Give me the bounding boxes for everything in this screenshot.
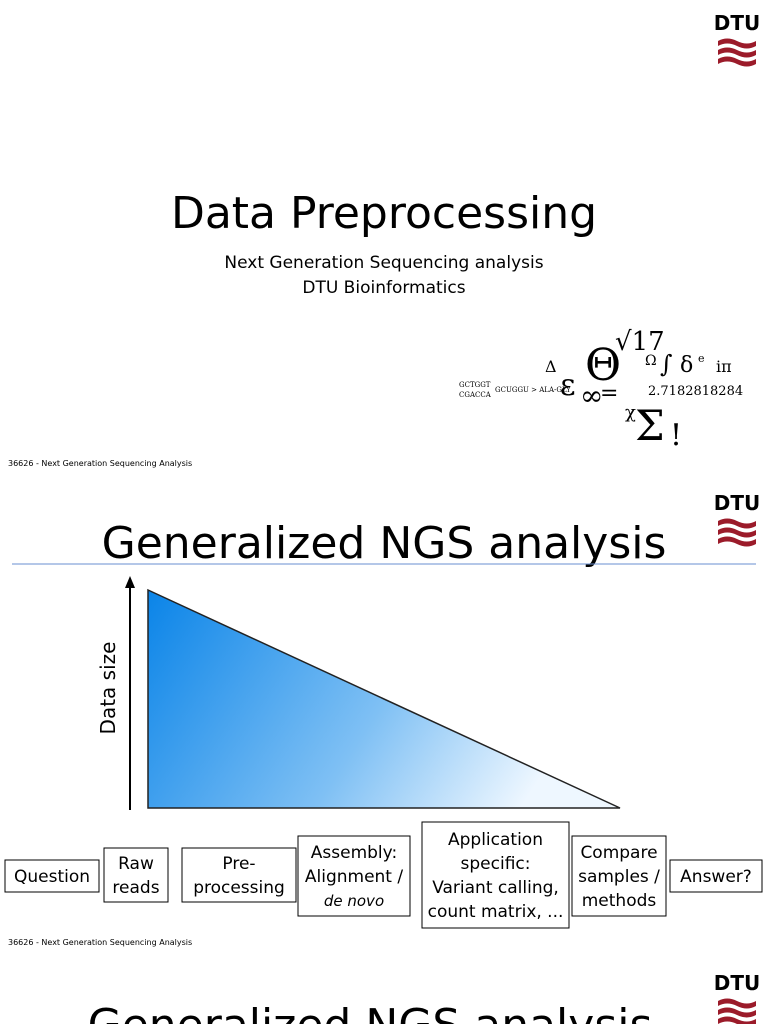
logo-text: DTU <box>714 971 760 995</box>
logo-mark <box>718 38 756 49</box>
art-symbol: Θ <box>585 340 621 391</box>
step-label: Alignment / <box>305 867 404 887</box>
logo-mark <box>718 998 756 1009</box>
step-box <box>421 821 570 929</box>
art-symbol: = <box>600 381 618 406</box>
art-symbol: ∫ <box>660 350 673 378</box>
slide-title: Generalized NGS analysis <box>88 1000 653 1024</box>
step-label: Pre- <box>222 854 255 874</box>
art-symbol: Σ <box>635 401 665 450</box>
art-symbol: GCTGGT <box>459 381 491 389</box>
step-box <box>571 835 667 917</box>
y-axis-arrow <box>125 576 135 588</box>
art-symbol: CGACCA <box>459 391 492 399</box>
step-label: Assembly: <box>311 843 397 863</box>
step-box <box>103 847 169 903</box>
step-box <box>181 847 297 903</box>
subtitle: DTU Bioinformatics <box>302 278 465 298</box>
art-symbol: ∞ <box>580 379 603 412</box>
step-label: Answer? <box>680 867 752 887</box>
art-symbol: δ <box>680 353 693 378</box>
logo-mark <box>718 1016 756 1024</box>
footer: 36626 - Next Generation Sequencing Analy… <box>8 938 192 947</box>
art-symbol: √17 <box>615 327 665 357</box>
art-symbol: ! <box>670 418 682 453</box>
footer: 36626 - Next Generation Sequencing Analy… <box>8 459 192 468</box>
art-symbol: Δ <box>545 357 557 376</box>
logo-text: DTU <box>714 491 760 515</box>
step-box <box>4 859 100 893</box>
art-symbol: 2.7182818284 <box>648 384 743 399</box>
step-label: Application <box>448 830 543 850</box>
art-symbol: e <box>698 352 705 365</box>
art-symbol: χ <box>625 402 636 423</box>
step-label: Variant calling, <box>432 878 559 898</box>
slide-title: Data Preprocessing <box>171 188 597 239</box>
y-axis-label: Data size <box>96 642 120 735</box>
logo-mark <box>718 518 756 529</box>
logo-text: DTU <box>714 11 760 35</box>
art-symbol: iπ <box>716 357 732 376</box>
subtitle: Next Generation Sequencing analysis <box>224 253 543 273</box>
art-symbol: GCUGGU > ALA-GLY <box>495 386 571 394</box>
slide-title: Generalized NGS analysis <box>102 518 667 569</box>
step-label: Question <box>14 867 90 887</box>
logo-mark <box>718 56 756 67</box>
math-art: Δε Θ√17Ω ∫ δ e iπ = 2.7182818284 ∞ χ Σ ! GCTGGT CGACC… <box>459 327 743 453</box>
logo-mark <box>718 47 756 58</box>
logo-mark <box>718 527 756 538</box>
step-box <box>297 835 411 917</box>
step-label: de novo <box>324 892 384 910</box>
art-symbol: ε <box>560 368 576 403</box>
step-box <box>669 859 763 893</box>
step-label: samples / <box>578 867 660 887</box>
step-label: count matrix, ... <box>428 902 564 922</box>
step-label: specific: <box>461 854 531 874</box>
art-symbol: Ω <box>645 353 657 369</box>
step-label: Compare <box>580 843 657 863</box>
step-label: reads <box>112 878 159 898</box>
data-triangle <box>147 588 621 809</box>
step-label: methods <box>582 891 657 911</box>
logo-mark <box>718 536 756 547</box>
logo-mark <box>718 1007 756 1018</box>
step-label: processing <box>193 878 285 898</box>
step-label: Raw <box>118 854 154 874</box>
